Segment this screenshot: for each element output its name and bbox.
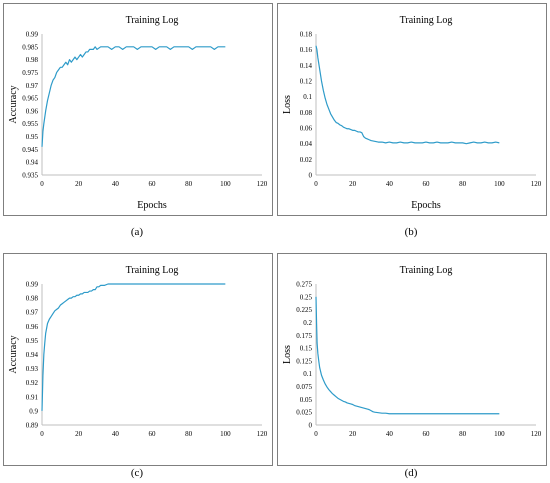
x-tick-label: 60	[423, 430, 431, 438]
y-tick-label: 0.89	[26, 422, 39, 430]
x-tick-label: 120	[531, 180, 542, 188]
y-tick-label: 0.1	[303, 93, 312, 101]
y-tick-label: 0.98	[26, 56, 39, 64]
y-tick-label: 0.965	[22, 95, 38, 103]
y-axis-label: Accuracy	[8, 85, 19, 123]
x-tick-label: 120	[257, 180, 268, 188]
chart-a: Training Log Accuracy Epochs 0.935 0.94 0.945…	[8, 15, 268, 211]
chart-panel-b: Training Log Loss Epochs 0 0.02 0.04 0.06 0.08 0…	[277, 3, 547, 216]
y-axis-label: Loss	[282, 95, 293, 114]
x-tick-label: 120	[531, 430, 542, 438]
y-tick-label: 0.93	[26, 365, 39, 373]
x-tick-label: 0	[314, 430, 318, 438]
y-tick-label: 0.275	[296, 281, 312, 289]
x-axis-label: Epochs	[411, 200, 441, 211]
chart-title: Training Log	[400, 15, 453, 26]
x-tick-label: 40	[112, 430, 120, 438]
series-line	[315, 296, 500, 415]
y-tick-label: 0.9	[29, 407, 38, 415]
series-line	[41, 46, 226, 147]
x-tick-label: 0	[40, 180, 44, 188]
y-tick-label: 0.97	[26, 309, 39, 317]
y-tick-label: 0.18	[300, 31, 313, 39]
y-tick-label: 0.25	[300, 293, 313, 301]
x-tick-label: 100	[494, 430, 505, 438]
x-tick-label: 40	[112, 180, 120, 188]
y-tick-label: 0.97	[26, 82, 39, 90]
caption-b: (b)	[404, 226, 418, 238]
y-tick-label: 0	[309, 422, 313, 430]
chart-panel-a: Training Log Accuracy Epochs 0.935 0.94 0.945…	[3, 3, 273, 216]
y-tick-label: 0.025	[296, 409, 312, 417]
x-tick-label: 80	[185, 180, 193, 188]
y-tick-label: 0.99	[26, 281, 39, 289]
series-line	[41, 283, 226, 411]
y-tick-label: 0.02	[300, 156, 313, 164]
x-tick-label: 60	[149, 180, 157, 188]
x-tick-label: 0	[314, 180, 318, 188]
y-tick-label: 0.12	[300, 78, 313, 86]
chart-panel-d: Training Log Loss 0 0.025 0.05 0.075 0.1 0.125 0…	[277, 253, 547, 466]
x-tick-label: 20	[75, 180, 83, 188]
chart-c: Training Log Accuracy 0.89 0.9 0.91 0.92 0.93 0…	[8, 265, 268, 438]
y-tick-label: 0.96	[26, 323, 39, 331]
y-tick-label: 0.96	[26, 107, 39, 115]
y-tick-label: 0.99	[26, 31, 39, 39]
y-tick-label: 0.06	[300, 125, 313, 133]
y-tick-label: 0.16	[300, 46, 313, 54]
y-tick-label: 0.125	[296, 357, 312, 365]
x-tick-label: 20	[349, 430, 357, 438]
chart-d: Training Log Loss 0 0.025 0.05 0.075 0.1 0.125 0…	[282, 265, 542, 438]
x-tick-label: 100	[220, 430, 231, 438]
x-tick-label: 40	[386, 180, 394, 188]
y-tick-label: 0.225	[296, 306, 312, 314]
x-tick-label: 100	[220, 180, 231, 188]
x-tick-label: 40	[386, 430, 394, 438]
y-tick-label: 0.05	[300, 396, 313, 404]
x-tick-label: 80	[185, 430, 193, 438]
caption-c: (c)	[130, 467, 144, 479]
x-tick-label: 20	[349, 180, 357, 188]
x-tick-label: 80	[459, 430, 467, 438]
x-tick-label: 120	[257, 430, 268, 438]
y-axis-label: Loss	[282, 345, 293, 364]
y-tick-label: 0.08	[300, 109, 313, 117]
y-tick-label: 0.95	[26, 337, 39, 345]
series-line	[315, 45, 500, 145]
chart-b: Training Log Loss Epochs 0 0.02 0.04 0.06 0.08 0…	[282, 15, 542, 211]
y-tick-label: 0.04	[300, 140, 313, 148]
x-tick-label: 100	[494, 180, 505, 188]
chart-title: Training Log	[126, 265, 179, 276]
caption-d: (d)	[404, 467, 418, 479]
caption-a: (a)	[130, 226, 144, 238]
y-tick-label: 0.175	[296, 332, 312, 340]
y-tick-label: 0.075	[296, 383, 312, 391]
y-tick-label: 0.94	[26, 351, 39, 359]
y-tick-label: 0.15	[300, 345, 313, 353]
y-tick-label: 0.945	[22, 146, 38, 154]
y-tick-label: 0.2	[303, 319, 312, 327]
y-axis-label: Accuracy	[8, 335, 19, 373]
chart-title: Training Log	[400, 265, 453, 276]
chart-panel-c: Training Log Accuracy 0.89 0.9 0.91 0.92 0.93 0…	[3, 253, 273, 466]
x-tick-label: 20	[75, 430, 83, 438]
y-tick-label: 0.935	[22, 172, 38, 180]
x-tick-label: 0	[40, 430, 44, 438]
y-tick-label: 0.985	[22, 43, 38, 51]
chart-title: Training Log	[126, 15, 179, 26]
y-tick-label: 0.955	[22, 120, 38, 128]
y-tick-label: 0.1	[303, 370, 312, 378]
y-tick-label: 0.94	[26, 159, 39, 167]
y-tick-label: 0	[309, 172, 313, 180]
y-tick-label: 0.92	[26, 379, 39, 387]
y-tick-label: 0.14	[300, 62, 313, 70]
y-tick-label: 0.95	[26, 133, 39, 141]
y-tick-label: 0.91	[26, 393, 39, 401]
y-tick-label: 0.98	[26, 295, 39, 303]
y-tick-label: 0.975	[22, 69, 38, 77]
x-tick-label: 60	[423, 180, 431, 188]
x-tick-label: 60	[149, 430, 157, 438]
x-tick-label: 80	[459, 180, 467, 188]
x-axis-label: Epochs	[137, 200, 167, 211]
